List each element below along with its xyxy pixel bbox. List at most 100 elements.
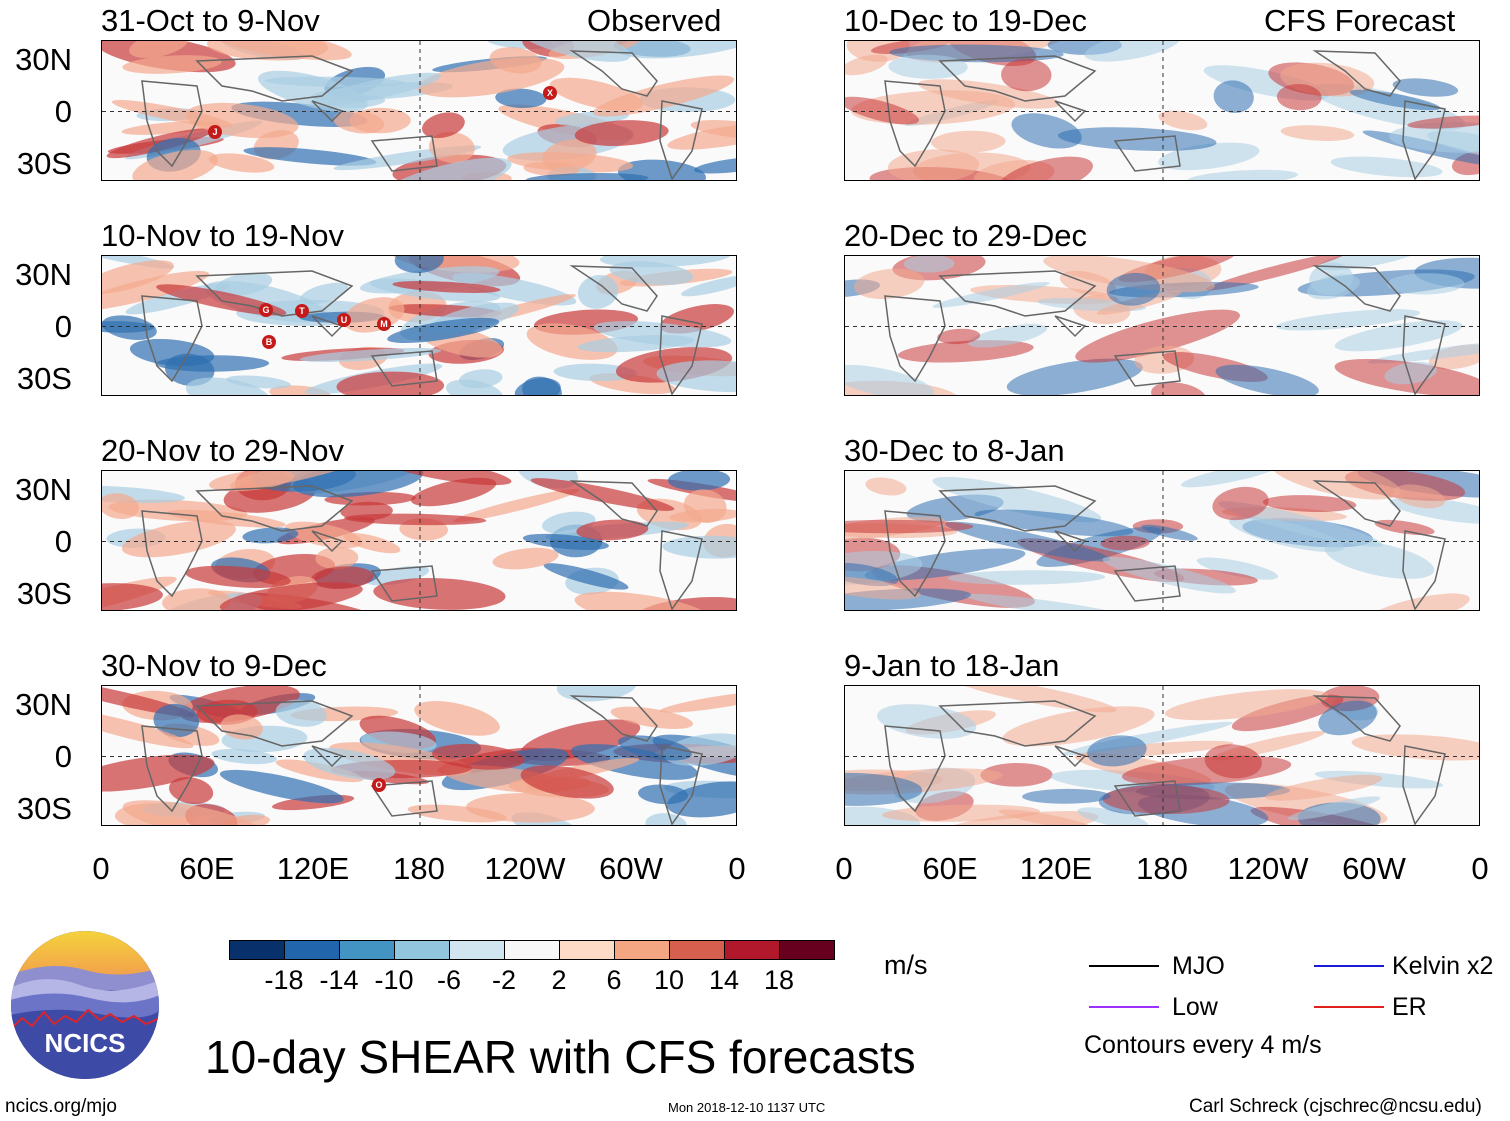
lat-label: 30S	[16, 576, 72, 611]
coastline	[1113, 350, 1181, 387]
shear-anomaly-blob	[1334, 320, 1463, 352]
coastline	[1054, 100, 1087, 123]
shear-anomaly-blob	[219, 582, 363, 610]
colorbar-swatch	[449, 940, 505, 960]
shear-anomaly-blob	[1427, 130, 1479, 159]
coastline	[311, 100, 344, 123]
footer-credit: Carl Schreck (cjschrec@ncsu.edu)	[1189, 1096, 1482, 1117]
shear-anomaly-blob	[998, 156, 1093, 180]
shear-anomaly-blob	[1324, 540, 1435, 579]
shear-anomaly-blob	[549, 77, 643, 112]
coastline	[938, 55, 1097, 102]
shear-anomaly-blob	[845, 588, 971, 610]
tropical-cyclone-marker: U	[337, 313, 351, 327]
low-legend-label: Low	[1172, 993, 1218, 1021]
shear-anomaly-blob	[428, 131, 475, 163]
shear-anomaly-blob	[162, 588, 231, 610]
shear-anomaly-blob	[1393, 484, 1446, 509]
shear-anomaly-blob	[1407, 115, 1479, 129]
shear-anomaly-blob	[121, 520, 236, 558]
low-legend-line	[1089, 1006, 1159, 1008]
shear-anomaly-blob	[667, 123, 736, 150]
shear-anomaly-blob	[576, 519, 649, 541]
shear-anomaly-blob	[514, 377, 561, 395]
shear-anomaly-blob	[414, 701, 500, 736]
coastline	[938, 700, 1097, 747]
shear-anomaly-blob	[1002, 706, 1155, 747]
shear-anomaly-blob	[932, 281, 1050, 308]
shear-anomaly-blob	[947, 570, 1106, 585]
shear-field	[102, 256, 736, 395]
shear-field	[102, 686, 736, 825]
shear-anomaly-blob	[1006, 358, 1143, 395]
coastline	[938, 270, 1097, 317]
shear-anomaly-blob	[1106, 272, 1161, 306]
shear-anomaly-blob	[1387, 273, 1465, 295]
coastline	[195, 700, 354, 747]
shear-anomaly-blob	[666, 781, 736, 818]
shear-anomaly-blob	[1087, 735, 1147, 767]
coastline	[884, 510, 946, 598]
lon-label: 60E	[179, 851, 235, 886]
shear-anomaly-blob	[102, 270, 210, 311]
coastline	[311, 530, 344, 553]
colorbar-swatch	[559, 940, 615, 960]
coastline	[938, 485, 1097, 532]
shear-anomaly-blob	[1306, 274, 1360, 300]
lat-label: 30N	[15, 687, 72, 722]
lat-label: 0	[54, 524, 72, 559]
shear-map-panel	[101, 470, 737, 611]
shear-anomaly-blob	[974, 509, 1134, 537]
shear-anomaly-blob	[1084, 41, 1181, 62]
shear-anomaly-blob	[845, 54, 888, 76]
shear-anomaly-blob	[452, 272, 577, 306]
shear-anomaly-blob	[937, 328, 981, 345]
shear-anomaly-blob	[387, 317, 500, 344]
shear-anomaly-blob	[887, 149, 980, 180]
shear-field	[845, 41, 1479, 180]
coastline	[141, 295, 203, 383]
shear-anomaly-blob	[299, 348, 442, 362]
tropical-cyclone-marker: T	[295, 304, 309, 318]
shear-anomaly-blob	[1075, 309, 1240, 363]
colorbar-swatch	[339, 940, 395, 960]
panel-title: 30-Dec to 8-Jan	[844, 433, 1065, 468]
coastline	[311, 315, 344, 338]
kelvin-legend-line	[1314, 965, 1384, 967]
coastline	[659, 315, 703, 395]
cfs-forecast-label: CFS Forecast	[1264, 3, 1456, 38]
lon-label: 180	[393, 851, 445, 886]
shear-anomaly-blob	[618, 735, 692, 761]
panel-title: 20-Dec to 29-Dec	[844, 218, 1087, 253]
coastline	[1402, 100, 1446, 180]
shear-anomaly-blob	[881, 804, 1041, 822]
shear-anomaly-blob	[1164, 689, 1329, 721]
lat-label: 30N	[15, 42, 72, 77]
shear-anomaly-blob	[394, 256, 444, 274]
shear-anomaly-blob	[343, 513, 487, 526]
footer-url[interactable]: ncics.org/mjo	[5, 1096, 117, 1117]
shear-anomaly-blob	[1367, 338, 1479, 364]
shear-field	[102, 41, 736, 180]
colorbar-swatch	[779, 940, 835, 960]
shear-anomaly-blob	[1270, 471, 1401, 500]
lon-label: 120W	[1227, 851, 1309, 886]
coastline	[311, 745, 344, 768]
coastline	[1113, 780, 1181, 817]
shear-anomaly-blob	[530, 478, 675, 511]
shear-anomaly-blob	[102, 321, 155, 333]
shear-anomaly-blob	[365, 565, 430, 586]
coastline	[1402, 315, 1446, 395]
coastline	[141, 510, 203, 598]
panel-title: 10-Dec to 19-Dec	[844, 3, 1087, 38]
colorbar-label: 14	[708, 965, 740, 995]
shear-anomaly-blob	[1374, 519, 1435, 536]
coastline	[141, 725, 203, 813]
shear-anomaly-blob	[359, 266, 500, 294]
shear-anomaly-blob	[617, 159, 706, 180]
shear-anomaly-blob	[102, 709, 194, 749]
shear-anomaly-blob	[220, 714, 263, 740]
colorbar-unit: m/s	[884, 950, 928, 980]
shear-anomaly-blob	[453, 488, 580, 523]
shear-anomaly-blob	[525, 173, 649, 180]
